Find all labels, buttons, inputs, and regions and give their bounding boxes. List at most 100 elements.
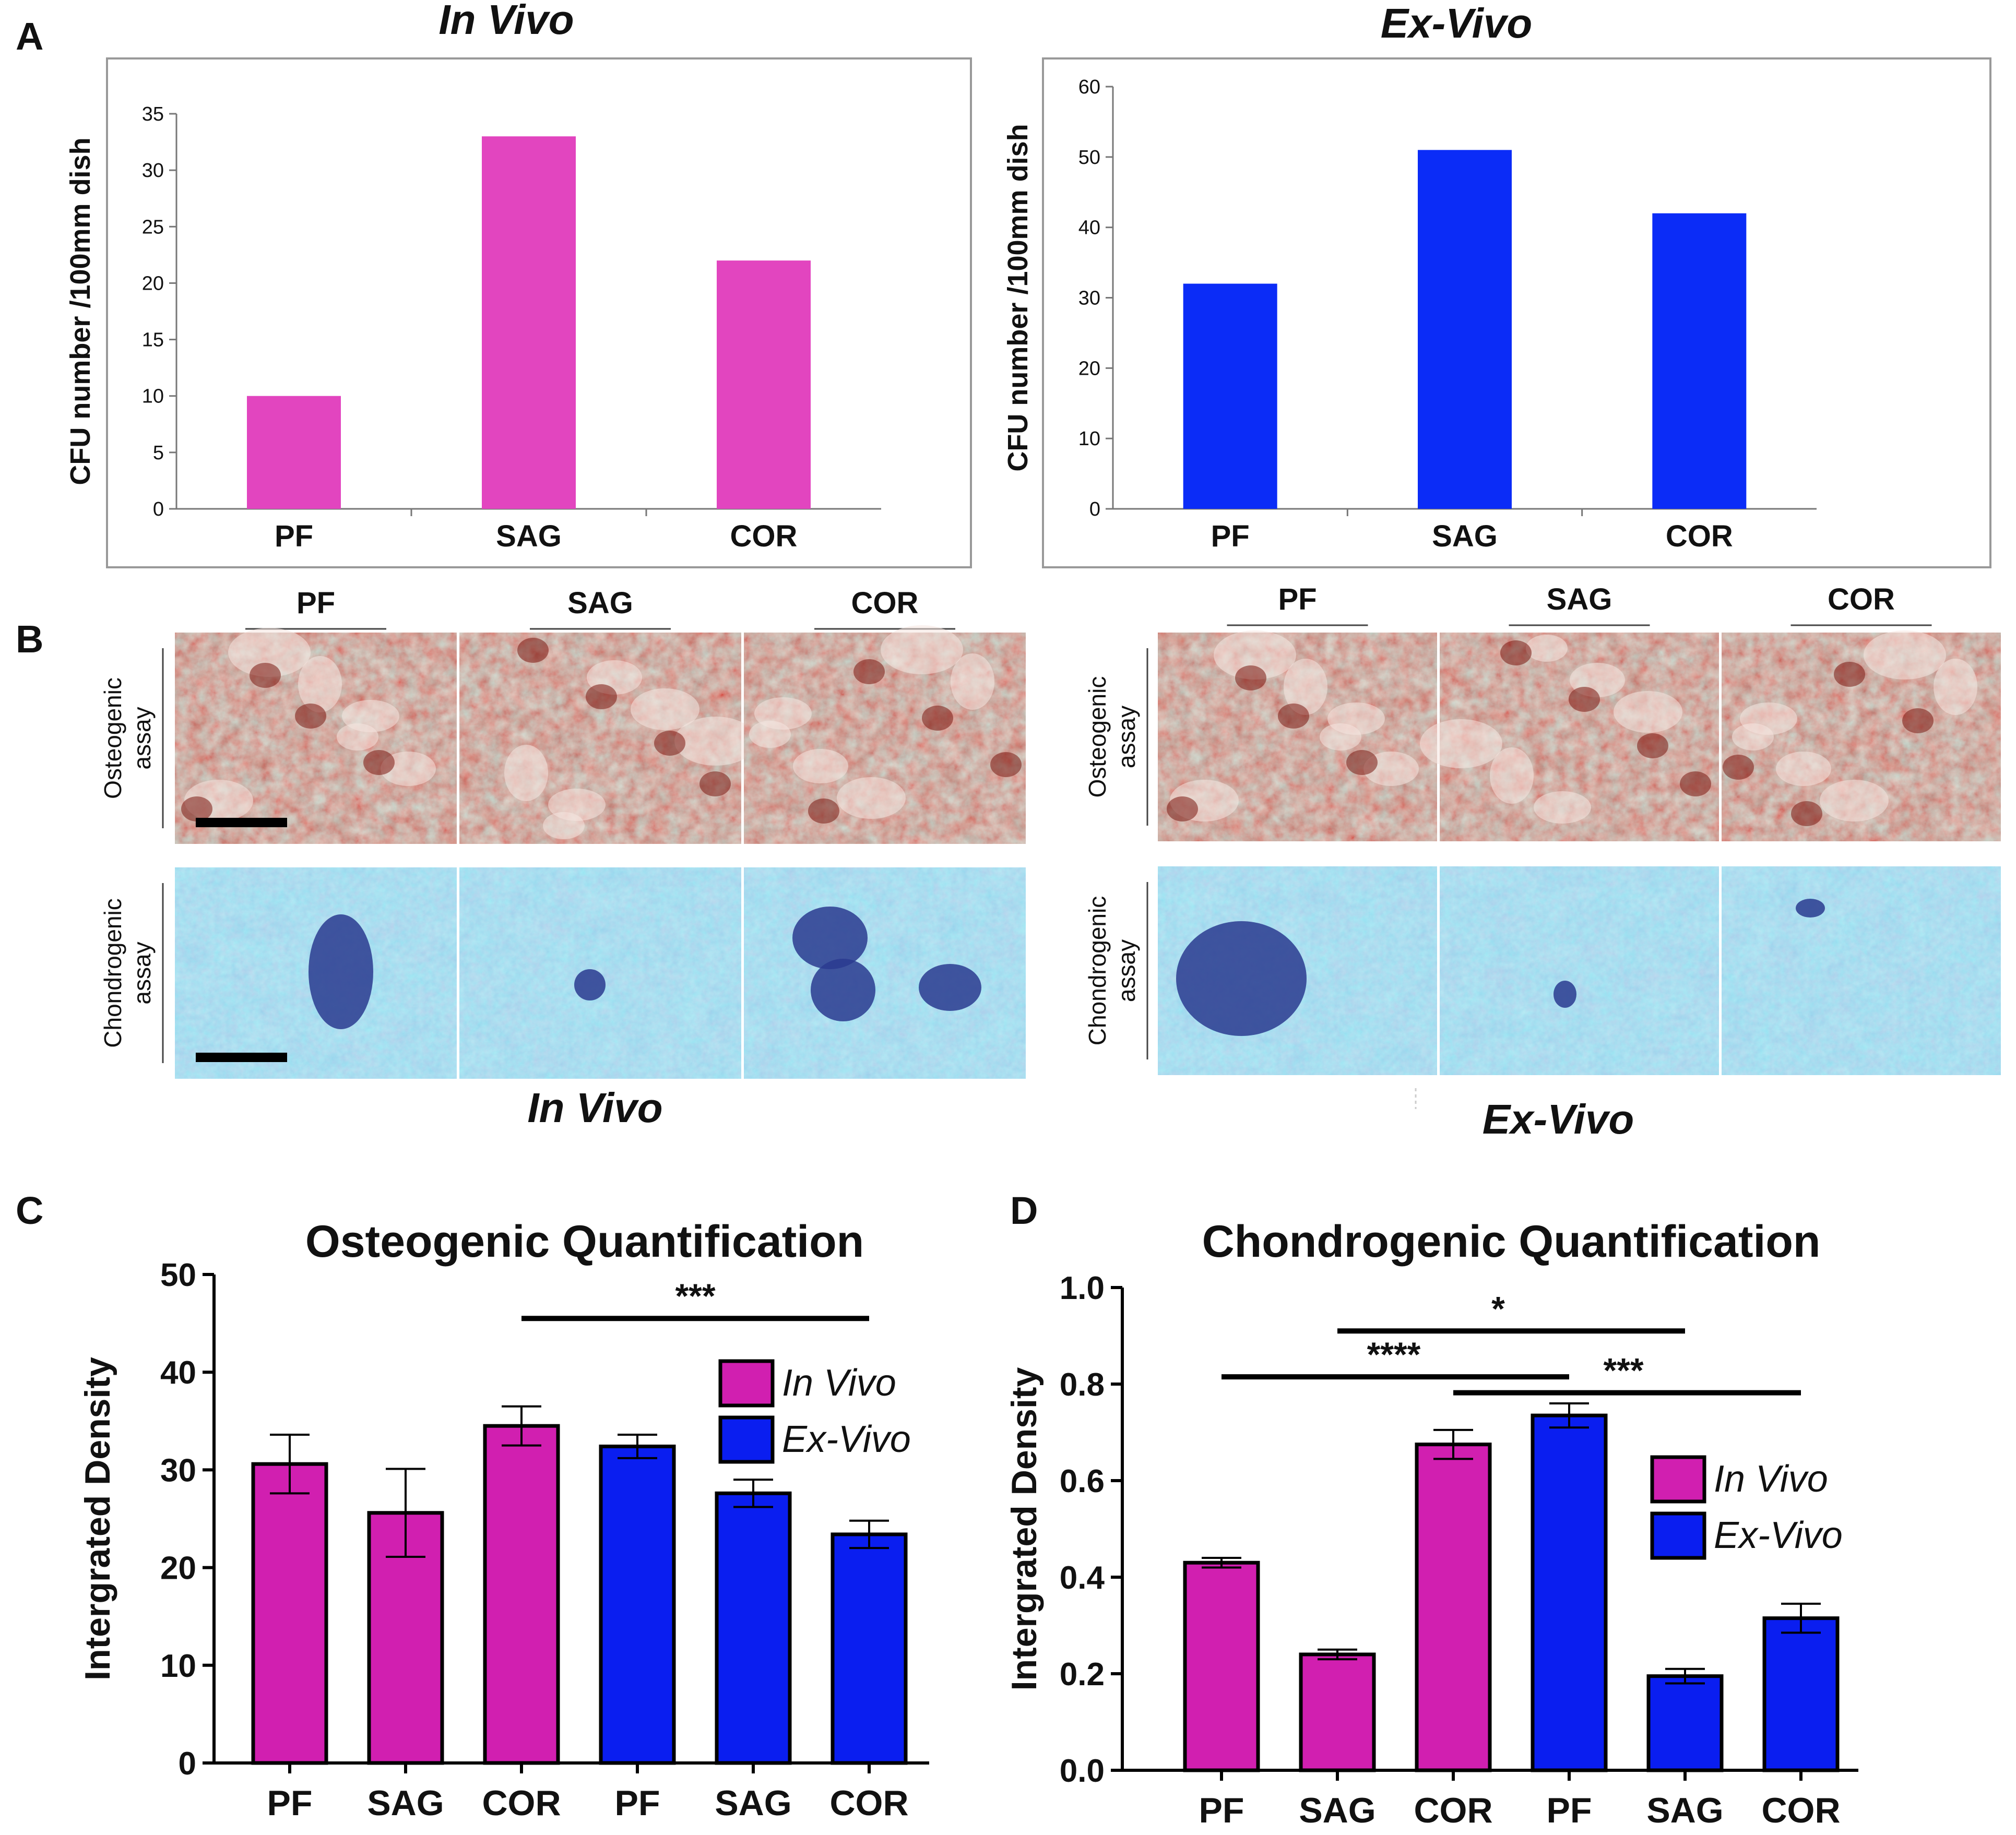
c-bar-ex-vivo-pf xyxy=(599,1444,676,1765)
ex-vivo-osteo-nodule xyxy=(1723,755,1754,780)
ex-vivo-column-label: PF xyxy=(1278,582,1317,616)
a-ex-vivo-y-tick-label: 0 xyxy=(1089,498,1100,520)
a-ex-vivo-title: Ex-Vivo xyxy=(1381,0,1532,46)
a-in-vivo-frame xyxy=(106,57,972,568)
in-vivo-row-label-line: Chondrogenic xyxy=(99,898,126,1047)
d-chart: 0.0 0.2 0.4 0.6 0.8 1.0 Intergrated Density PF S… xyxy=(1004,1270,1858,1830)
in-vivo-osteo-clear-area xyxy=(381,752,436,786)
in-vivo-tile-chondrogenic-cor xyxy=(744,867,1026,1079)
in-vivo-tile-fine-texture xyxy=(459,867,741,1079)
in-vivo-osteo-clear-area xyxy=(298,656,342,712)
ex-vivo-osteo-clear-area xyxy=(1214,630,1296,680)
in-vivo-tile-fine-texture xyxy=(744,867,1026,1079)
in-vivo-scale-bar xyxy=(196,1053,287,1062)
in-vivo-osteo-nodule xyxy=(853,659,885,684)
a-ex-vivo-x-label: PF xyxy=(1211,519,1250,553)
in-vivo-row-label-line: assay xyxy=(128,707,156,769)
a-ex-vivo-y-tick-label: 10 xyxy=(1078,428,1100,450)
ex-vivo-osteo-clear-area xyxy=(1490,747,1534,804)
in-vivo-tile-osteogenic-pf xyxy=(175,628,457,844)
d-x-label: SAG xyxy=(1646,1791,1723,1830)
a-in-vivo-y-tick-label: 30 xyxy=(142,160,164,182)
in-vivo-tile-osteogenic-cor xyxy=(744,625,1026,844)
in-vivo-chondro-nodule xyxy=(574,969,606,1000)
c-bar-in-vivo-cor xyxy=(483,1424,560,1765)
c-y-tick-label: 40 xyxy=(160,1355,196,1391)
c-significance-label: *** xyxy=(675,1277,715,1315)
a-in-vivo-y-tick-label: 10 xyxy=(142,386,164,408)
a-in-vivo-y-tick-label: 5 xyxy=(153,442,164,464)
ex-vivo-tile-chondrogenic-pf xyxy=(1158,866,1437,1075)
ex-vivo-osteo-clear-area xyxy=(1614,691,1682,733)
d-x-label: PF xyxy=(1547,1791,1592,1830)
ex-vivo-osteo-clear-area xyxy=(1740,702,1797,735)
d-y-tick-label: 0.0 xyxy=(1060,1753,1105,1789)
c-chart: 0 10 20 30 40 50 Intergrated Density PF SAG COR PF… xyxy=(78,1257,929,1823)
c-legend-label: In Vivo xyxy=(782,1362,896,1404)
d-y-label: Intergrated Density xyxy=(1004,1367,1044,1690)
in-vivo-osteo-nodule xyxy=(586,684,617,709)
c-legend-swatch xyxy=(718,1415,775,1464)
a-ex-vivo-y-tick-label: 60 xyxy=(1078,76,1100,98)
in-vivo-row-label-line: Osteogenic xyxy=(99,677,126,799)
d-bar-in-vivo-pf xyxy=(1183,1560,1260,1772)
in-vivo-osteo-clear-area xyxy=(631,688,699,730)
a-ex-vivo-bar-cor xyxy=(1652,213,1747,509)
a-in-vivo-x-label: PF xyxy=(275,519,313,553)
ex-vivo-chondro-nodule xyxy=(1553,981,1576,1008)
c-y-tick-label: 10 xyxy=(160,1648,196,1684)
in-vivo-osteo-clear-area xyxy=(342,700,399,732)
ex-vivo-osteo-nodule xyxy=(1791,801,1822,826)
ex-vivo-row-label-1: Chondrogenicassay xyxy=(1084,896,1140,1045)
a-ex-vivo-x-label: SAG xyxy=(1432,519,1498,553)
a-in-vivo-x-label: COR xyxy=(730,519,798,553)
c-x-label: SAG xyxy=(367,1783,444,1823)
ex-vivo-row-label-0: Osteogenicassay xyxy=(1084,676,1140,798)
a-ex-vivo-y-tick-label: 40 xyxy=(1078,217,1100,239)
ex-vivo-osteo-nodule xyxy=(1637,733,1668,758)
d-bar-in-vivo-sag xyxy=(1299,1652,1376,1772)
ex-vivo-tile-fine-texture xyxy=(1722,866,2001,1075)
c-bar-ex-vivo-cor xyxy=(831,1532,908,1765)
a-in-vivo-y-tick-label: 25 xyxy=(142,216,164,238)
c-x-label: PF xyxy=(267,1783,313,1823)
ex-vivo-osteo-nodule xyxy=(1680,771,1711,796)
in-vivo-chondro-nodule xyxy=(792,907,868,969)
c-title: Osteogenic Quantification xyxy=(305,1217,864,1267)
in-vivo-tile-osteogenic-sag xyxy=(459,633,757,844)
in-vivo-tile-chondrogenic-sag xyxy=(459,867,741,1079)
in-vivo-osteo-nodule xyxy=(990,752,1022,777)
in-vivo-column-label: SAG xyxy=(567,586,633,620)
c-x-label: COR xyxy=(829,1783,908,1823)
d-y-tick-label: 0.4 xyxy=(1060,1560,1105,1596)
in-vivo-osteo-nodule xyxy=(295,704,326,729)
in-vivo-osteo-nodule xyxy=(181,796,212,821)
d-bar-ex-vivo-sag xyxy=(1646,1674,1724,1772)
ex-vivo-tile-osteogenic-pf xyxy=(1158,630,1437,841)
a-ex-vivo-frame xyxy=(1042,57,1991,568)
ex-vivo-osteo-clear-area xyxy=(1284,659,1327,715)
a-in-vivo-title: In Vivo xyxy=(438,0,574,43)
d-bar-ex-vivo-pf xyxy=(1531,1413,1608,1772)
a-ex-vivo-bar-sag xyxy=(1418,150,1512,509)
ex-vivo-osteo-clear-area xyxy=(1363,752,1419,786)
ex-vivo-osteo-clear-area xyxy=(1327,702,1385,735)
c-y-tick-label: 20 xyxy=(160,1551,196,1587)
d-y-tick-label: 1.0 xyxy=(1060,1270,1105,1306)
ex-vivo-osteo-nodule xyxy=(1902,708,1934,733)
panel-letter-b: B xyxy=(16,617,43,661)
panel-letter-d: D xyxy=(1010,1189,1038,1232)
in-vivo-osteo-nodule xyxy=(654,731,685,756)
ex-vivo-osteo-nodule xyxy=(1235,665,1266,690)
in-vivo-osteo-clear-area xyxy=(793,749,848,783)
in-vivo-osteo-clear-area xyxy=(881,625,963,674)
ex-vivo-tile-chondrogenic-sag xyxy=(1440,866,1719,1075)
in-vivo-row-label-line: assay xyxy=(128,942,156,1004)
ex-vivo-osteo-clear-area xyxy=(1534,791,1591,824)
c-y-tick-label: 30 xyxy=(160,1452,196,1488)
ex-vivo-osteo-clear-area xyxy=(1776,752,1831,786)
c-bar-in-vivo-pf xyxy=(251,1462,328,1765)
d-legend-swatch xyxy=(1650,1455,1706,1504)
